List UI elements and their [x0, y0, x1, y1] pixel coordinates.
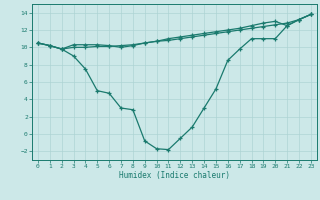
X-axis label: Humidex (Indice chaleur): Humidex (Indice chaleur)	[119, 171, 230, 180]
